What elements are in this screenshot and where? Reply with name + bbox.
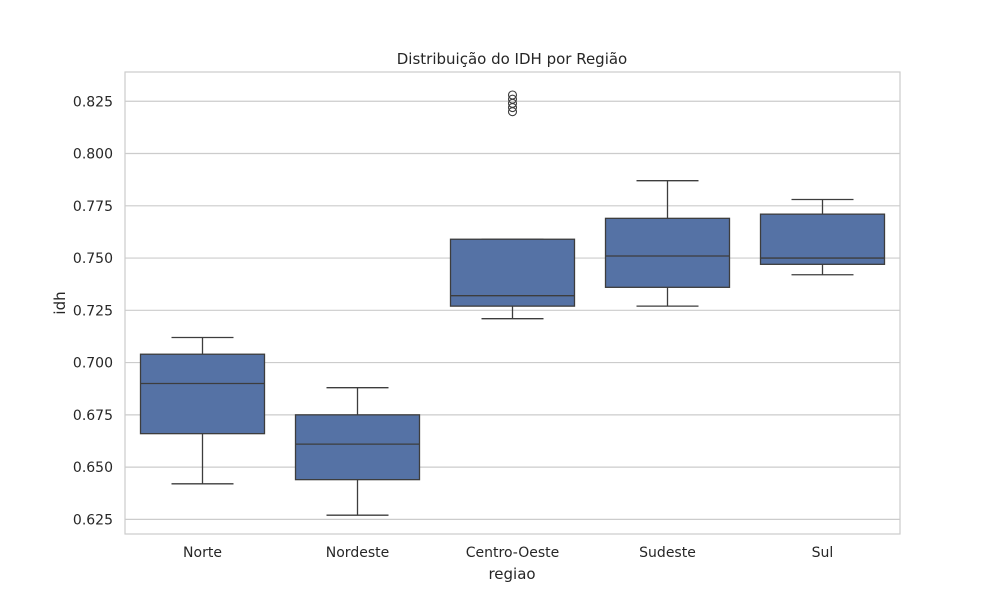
- y-tick-label: 0.750: [73, 251, 113, 267]
- iqr-box: [449, 238, 576, 307]
- iqr-box: [139, 353, 266, 435]
- y-tick-label: 0.775: [73, 199, 113, 215]
- y-tick-label: 0.725: [73, 303, 113, 319]
- x-tick-label: Centro-Oeste: [466, 545, 560, 561]
- y-tick-label: 0.675: [73, 408, 113, 424]
- y-axis-label: idh: [51, 291, 69, 314]
- iqr-box: [294, 414, 421, 481]
- x-axis-label: regiao: [488, 565, 535, 583]
- chart-title: Distribuição do IDH por Região: [397, 50, 628, 68]
- outlier-point: [507, 94, 518, 104]
- box-group: [139, 336, 266, 485]
- outlier-point: [507, 90, 518, 100]
- x-tick-label: Sul: [812, 545, 834, 561]
- box-group: [449, 90, 576, 320]
- iqr-box: [604, 217, 731, 288]
- y-tick-labels: 0.625 0.650 0.675 0.700 0.725 0.750 0.775 0.800…: [73, 94, 113, 528]
- x-tick-label: Nordeste: [326, 545, 389, 561]
- x-tick-label: Norte: [183, 545, 222, 561]
- y-tick-label: 0.650: [73, 460, 113, 476]
- y-tick-label: 0.825: [73, 94, 113, 110]
- iqr-box: [759, 213, 886, 265]
- y-tick-label: 0.800: [73, 147, 113, 163]
- box-layer: [139, 90, 886, 516]
- box-group: [759, 198, 886, 276]
- y-tick-label: 0.700: [73, 356, 113, 372]
- x-tick-label: Sudeste: [639, 545, 696, 561]
- box-group: [604, 180, 731, 307]
- x-tick-labels: Norte Nordeste Centro-Oeste Sudeste Sul: [183, 545, 833, 561]
- y-tick-label: 0.625: [73, 512, 113, 528]
- box-group: [294, 387, 421, 516]
- plot-frame: [124, 71, 901, 535]
